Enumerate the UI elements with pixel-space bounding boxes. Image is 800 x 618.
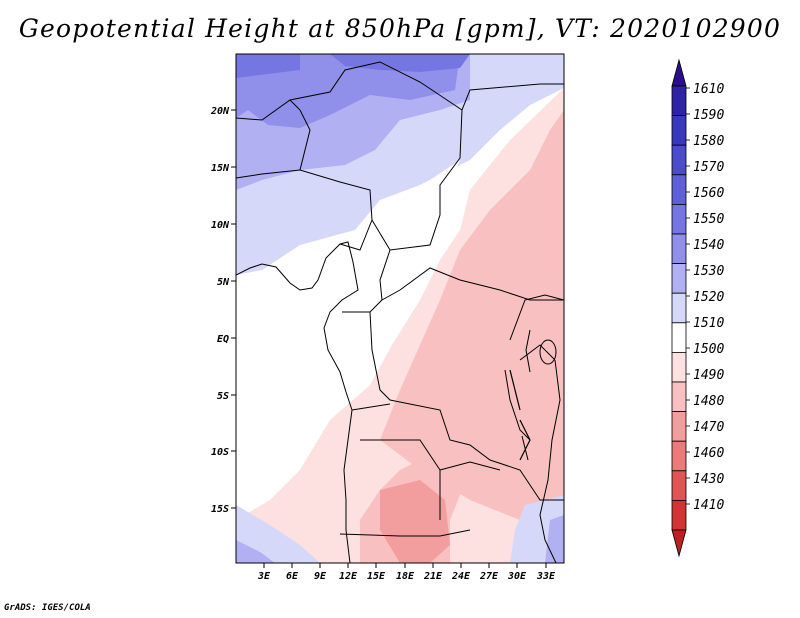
colorbar-swatch — [671, 115, 687, 146]
map-frame — [235, 53, 565, 564]
colorbar-swatch — [671, 174, 687, 205]
colorbar-swatch — [671, 203, 687, 235]
colorbar-label: 1520 — [693, 290, 724, 305]
lat-axis: 20N 15N 10N 5N EQ 5S 10S 15S — [210, 106, 236, 515]
colorbar-label: 1560 — [693, 186, 724, 201]
colorbar-label: 1580 — [693, 134, 724, 149]
lon-label: 27E — [479, 571, 499, 582]
colorbar-label: 1540 — [693, 238, 724, 253]
lon-label: 3E — [257, 571, 271, 582]
lat-label: 10S — [211, 447, 229, 458]
footer-credit: GrADS: IGES/COLA — [4, 603, 91, 613]
colorbar-label: 1610 — [693, 82, 724, 97]
colorbar-swatch — [671, 351, 687, 383]
colorbar-label: 1590 — [693, 108, 724, 123]
lat-label: 5S — [217, 391, 229, 402]
lat-label: 5N — [217, 277, 230, 288]
colorbar-label: 1550 — [693, 212, 724, 227]
colorbar-label: 1430 — [693, 472, 724, 487]
lon-label: 30E — [507, 571, 527, 582]
colorbar-label: 1510 — [693, 316, 724, 331]
colorbar-label: 1490 — [693, 368, 724, 383]
lon-label: 9E — [314, 571, 327, 582]
lat-label: EQ — [217, 334, 229, 345]
colorbar-label: 1500 — [693, 342, 724, 357]
colorbar-swatch — [671, 411, 687, 442]
colorbar-swatch — [671, 470, 687, 501]
lon-label: 33E — [536, 571, 556, 582]
lat-label: 20N — [210, 106, 230, 117]
colorbar-label: 1480 — [693, 394, 724, 409]
colorbar-swatch — [671, 85, 687, 117]
colorbar-swatch — [671, 440, 687, 472]
colorbar-cap-bottom — [671, 529, 687, 558]
lon-axis: 3E 6E 9E 12E 15E 18E 21E 24E 27E 30E 33E — [257, 563, 556, 582]
lat-label: 15S — [211, 504, 229, 515]
lakes — [521, 329, 557, 461]
lon-label: 6E — [286, 571, 299, 582]
lon-label: 21E — [423, 571, 443, 582]
colorbar-cap-top — [671, 58, 687, 87]
colorbar-swatch — [671, 381, 687, 413]
lat-label: 15N — [211, 163, 230, 174]
height-field — [236, 54, 564, 563]
colorbar-swatch — [671, 233, 687, 265]
colorbar-label: 1570 — [693, 160, 724, 175]
colorbar-label: 1470 — [693, 420, 724, 435]
colorbar-swatch — [671, 263, 687, 294]
colorbar-label: 1530 — [693, 264, 724, 279]
lon-label: 24E — [451, 571, 471, 582]
colorbar-swatch — [671, 144, 687, 176]
lat-label: 10N — [211, 220, 230, 231]
map-borders — [236, 61, 564, 563]
colorbar-swatch — [671, 499, 687, 531]
lon-label: 12E — [339, 571, 358, 582]
chart-title: Geopotential Height at 850hPa [gpm], VT:… — [18, 14, 782, 43]
colorbar-label: 1460 — [693, 446, 724, 461]
colorbar: 1610 1590 1580 1570 1560 1550 1540 1530 1520 1510… — [671, 58, 724, 558]
colorbar-swatch — [671, 322, 687, 353]
colorbar-label: 1410 — [693, 498, 724, 513]
colorbar-swatch — [671, 292, 687, 324]
lon-label: 18E — [396, 571, 415, 582]
lon-label: 15E — [367, 571, 386, 582]
